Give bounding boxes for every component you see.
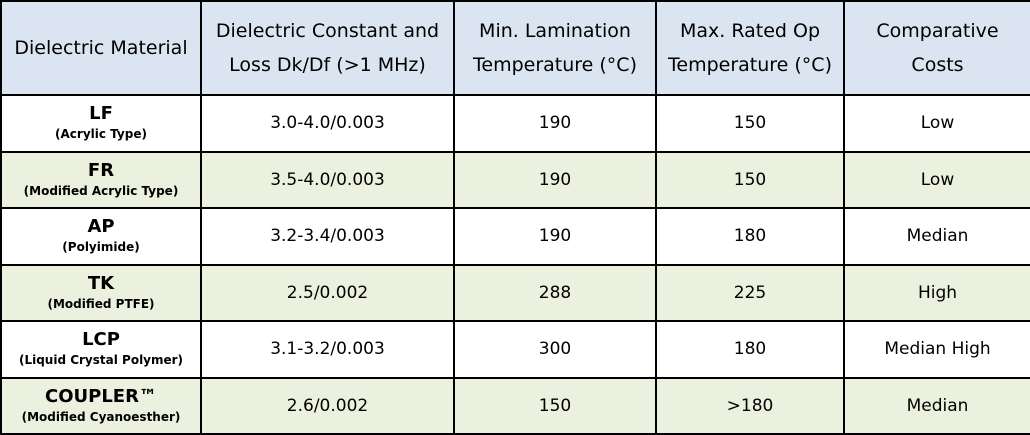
material-type: (Modified Cyanoesther)	[21, 409, 181, 424]
material-type: (Polyimide)	[62, 240, 140, 255]
cell-cost: Median	[843, 207, 1030, 266]
header-cell: Max. Rated Op Temperature (°C)	[655, 0, 845, 96]
cell-cost: Low	[843, 150, 1030, 209]
table-row: FR (Modified Acrylic Type) 3.5-4.0/0.003 19…	[0, 150, 1030, 209]
cell-op: 150	[655, 94, 845, 153]
table-row: LCP (Liquid Crystal Polymer) 3.1-3.2/0.003…	[0, 320, 1030, 379]
table-row: AP (Polyimide) 3.2-3.4/0.003 190 180 Median	[0, 207, 1030, 266]
table-row: COUPLER™ (Modified Cyanoesther) 2.6/0.002 1…	[0, 376, 1030, 435]
material-type: (Acrylic Type)	[55, 127, 147, 142]
material-name: FR	[87, 159, 115, 181]
cell-cost: Median	[843, 376, 1030, 435]
material-type: (Modified Acrylic Type)	[23, 183, 179, 198]
cell-cost: High	[843, 263, 1030, 322]
material-cell: TK (Modified PTFE)	[0, 263, 202, 322]
cell-lamination: 288	[453, 263, 657, 322]
cell-dk: 3.2-3.4/0.003	[200, 207, 455, 266]
cell-op: 180	[655, 207, 845, 266]
header-cell: Dielectric Constant and Loss Dk/Df (>1 M…	[200, 0, 455, 96]
cell-lamination: 150	[453, 376, 657, 435]
header-cell: Comparative Costs	[843, 0, 1030, 96]
cell-dk: 3.5-4.0/0.003	[200, 150, 455, 209]
material-type: (Modified PTFE)	[47, 296, 155, 311]
cell-op: 225	[655, 263, 845, 322]
cell-dk: 2.5/0.002	[200, 263, 455, 322]
material-name: COUPLER™	[45, 385, 157, 407]
material-name: AP	[87, 216, 115, 238]
cell-dk: 3.1-3.2/0.003	[200, 320, 455, 379]
material-cell: FR (Modified Acrylic Type)	[0, 150, 202, 209]
header-cell: Dielectric Material	[0, 0, 202, 96]
cell-lamination: 190	[453, 207, 657, 266]
table-row: TK (Modified PTFE) 2.5/0.002 288 225 High	[0, 263, 1030, 322]
material-name: LF	[89, 103, 113, 125]
material-name: LCP	[82, 329, 120, 351]
cell-lamination: 190	[453, 94, 657, 153]
cell-op: >180	[655, 376, 845, 435]
cell-cost: Median High	[843, 320, 1030, 379]
material-cell: LF (Acrylic Type)	[0, 94, 202, 153]
cell-op: 150	[655, 150, 845, 209]
material-type: (Liquid Crystal Polymer)	[18, 353, 184, 368]
cell-dk: 2.6/0.002	[200, 376, 455, 435]
header-cell: Min. Lamination Temperature (°C)	[453, 0, 657, 96]
header-row: Dielectric Material Dielectric Constant a…	[0, 0, 1030, 96]
material-cell: LCP (Liquid Crystal Polymer)	[0, 320, 202, 379]
cell-lamination: 190	[453, 150, 657, 209]
cell-op: 180	[655, 320, 845, 379]
cell-cost: Low	[843, 94, 1030, 153]
material-cell: COUPLER™ (Modified Cyanoesther)	[0, 376, 202, 435]
table-row: LF (Acrylic Type) 3.0-4.0/0.003 190 150 Low	[0, 94, 1030, 153]
table-body: LF (Acrylic Type) 3.0-4.0/0.003 190 150 Low FR…	[0, 94, 1030, 435]
cell-lamination: 300	[453, 320, 657, 379]
material-name: TK	[87, 272, 115, 294]
material-cell: AP (Polyimide)	[0, 207, 202, 266]
cell-dk: 3.0-4.0/0.003	[200, 94, 455, 153]
